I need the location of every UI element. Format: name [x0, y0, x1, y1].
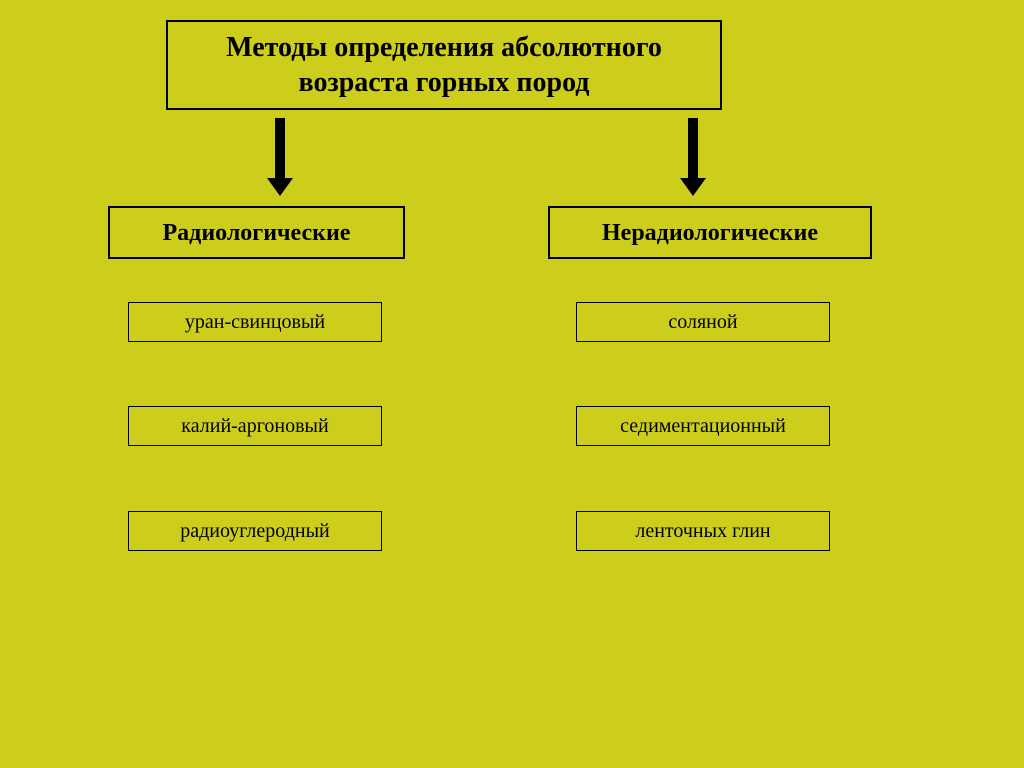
method-label: уран-свинцовый — [185, 310, 325, 335]
title-line-1: Методы определения абсолютного — [226, 30, 662, 65]
category-nonradiological: Нерадиологические — [548, 206, 872, 259]
arrow-down-left — [267, 118, 293, 196]
method-uran-svincovyj: уран-свинцовый — [128, 302, 382, 342]
method-sedimentacionnyj: седиментационный — [576, 406, 830, 446]
method-lentochnyh-glin: ленточных глин — [576, 511, 830, 551]
method-label: ленточных глин — [635, 519, 770, 544]
method-radiouglerodnyj: радиоуглеродный — [128, 511, 382, 551]
method-kalij-argonovyj: калий-аргоновый — [128, 406, 382, 446]
category-radiological-label: Радиологические — [163, 218, 351, 248]
category-radiological: Радиологические — [108, 206, 405, 259]
method-label: радиоуглеродный — [180, 519, 329, 544]
title-line-2: возраста горных пород — [226, 65, 662, 100]
title-box: Методы определения абсолютного возраста … — [166, 20, 722, 110]
method-label: седиментационный — [620, 414, 786, 439]
method-label: калий-аргоновый — [181, 414, 328, 439]
arrow-down-right — [680, 118, 706, 196]
category-nonradiological-label: Нерадиологические — [602, 218, 818, 248]
method-solyanoj: соляной — [576, 302, 830, 342]
method-label: соляной — [668, 310, 737, 335]
